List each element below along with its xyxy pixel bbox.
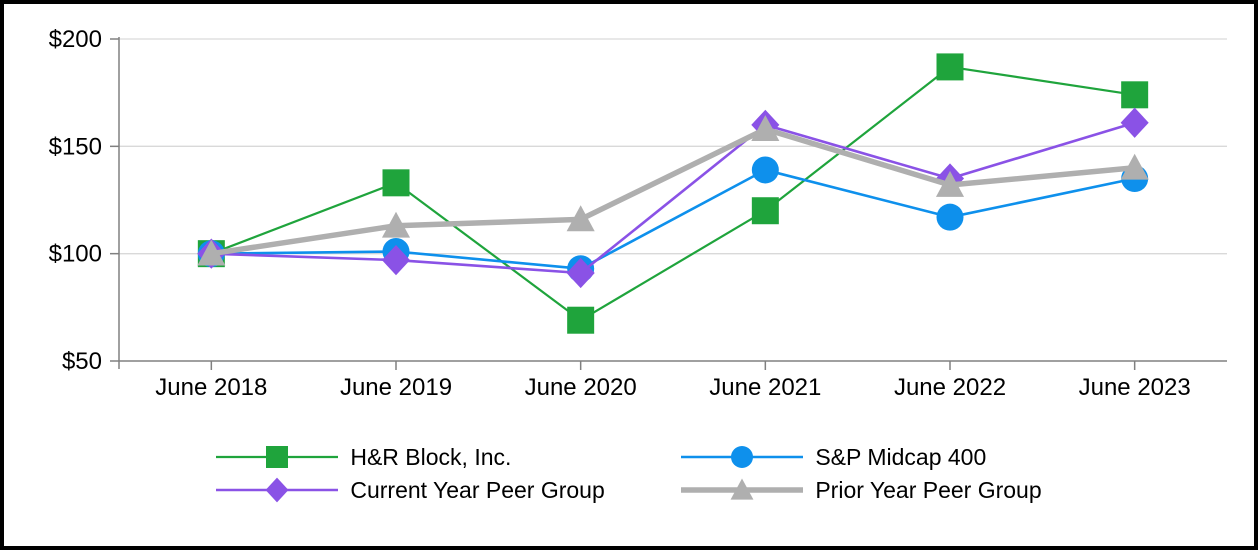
legend-item: S&P Midcap 400 [681, 442, 1041, 472]
legend-item: Prior Year Peer Group [681, 475, 1042, 505]
x-tick-label: June 2021 [709, 374, 821, 401]
series-line [211, 168, 1135, 270]
legend-label: H&R Block, Inc. [350, 443, 512, 470]
diamond-marker [381, 244, 411, 276]
legend-label: S&P Midcap 400 [815, 443, 987, 470]
square-marker [567, 306, 595, 334]
diamond-marker [1120, 107, 1149, 138]
triangle-marker [381, 211, 411, 238]
x-tick-label: June 2020 [525, 374, 637, 401]
triangle-marker [197, 239, 226, 266]
x-tick-label: June 2018 [155, 374, 267, 401]
square-marker [751, 197, 779, 225]
legend-label: Current Year Peer Group [350, 476, 605, 503]
diamond-marker [566, 257, 595, 289]
chart-legend: H&R Block, Inc. S&P Midcap 400 Current Yea… [4, 442, 1254, 505]
y-tick-label: $100 [49, 241, 102, 268]
chart-plot-area: $200 $150 $100 $50 June 2018 June 2019 June 20… [49, 26, 1227, 401]
chart-legend-grid: H&R Block, Inc. S&P Midcap 400 Current Yea… [216, 442, 1042, 505]
legend-swatch-circle [681, 446, 804, 468]
legend-swatch-triangle [681, 478, 804, 500]
legend-item: H&R Block, Inc. [216, 442, 653, 472]
triangle-marker [730, 478, 754, 500]
series-line [210, 65, 1135, 322]
legend-swatch-diamond [216, 477, 339, 503]
triangle-marker [566, 205, 595, 232]
triangle-marker [935, 170, 965, 197]
x-tick-label: June 2022 [894, 374, 1006, 401]
square-marker [382, 169, 410, 197]
legend-swatch-square [216, 446, 339, 468]
circle-marker [936, 203, 964, 231]
triangle-marker [751, 115, 780, 142]
series-line [211, 121, 1136, 275]
circle-marker [751, 156, 779, 184]
y-tick-label: $50 [62, 348, 102, 375]
y-tick-label: $200 [49, 26, 102, 53]
triangle-marker [1120, 153, 1149, 180]
legend-label: Prior Year Peer Group [815, 476, 1042, 503]
diamond-marker [265, 477, 289, 503]
series-line [210, 126, 1135, 257]
circle-marker [731, 446, 754, 468]
square-marker [936, 53, 964, 81]
x-tick-label: June 2019 [340, 374, 452, 401]
square-marker [1121, 81, 1149, 109]
x-tick-label: June 2023 [1079, 374, 1191, 401]
y-tick-label: $150 [49, 133, 102, 160]
legend-item: Current Year Peer Group [216, 475, 653, 505]
square-marker [266, 446, 289, 468]
